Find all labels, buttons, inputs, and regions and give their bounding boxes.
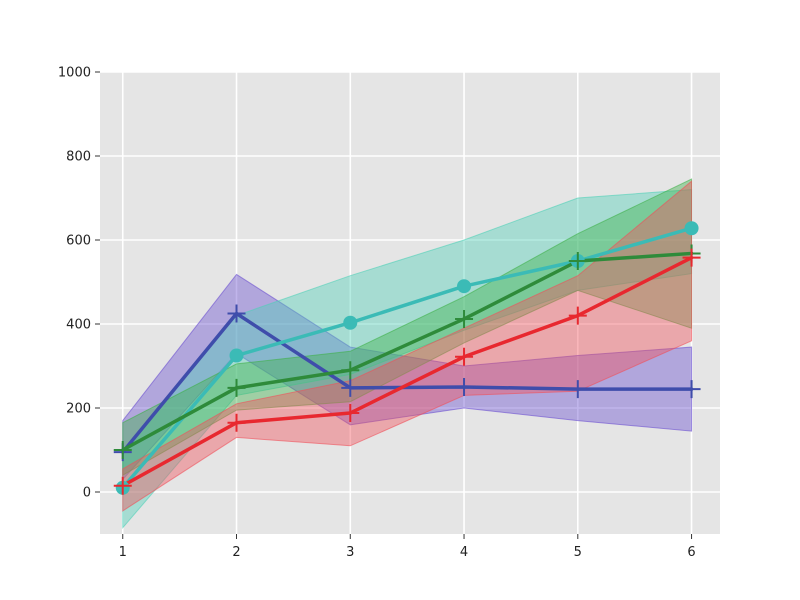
series-1-point xyxy=(227,304,246,323)
series-1-point xyxy=(341,378,360,397)
series-1-point xyxy=(682,380,701,399)
x-tick-label: 4 xyxy=(460,545,468,560)
series-3-point xyxy=(227,378,246,397)
series-4-point xyxy=(113,476,132,495)
series-2-point xyxy=(684,221,699,236)
series-1-line xyxy=(121,311,694,454)
y-tick-label: 0 xyxy=(83,486,91,501)
series-2-point xyxy=(457,279,472,294)
series-4-point xyxy=(682,248,701,267)
series-2-point xyxy=(343,315,358,330)
y-tick-label: 400 xyxy=(66,318,91,333)
series-3-point xyxy=(568,252,587,270)
series-markers xyxy=(113,221,701,495)
series-3-point xyxy=(455,309,474,328)
series-3-line xyxy=(121,251,694,452)
x-tick-label: 5 xyxy=(574,545,582,560)
grid-lines xyxy=(100,71,720,534)
x-tick-label: 6 xyxy=(687,545,695,560)
series-4-line xyxy=(121,255,694,488)
series-3-point xyxy=(341,361,360,380)
series-4-point xyxy=(341,404,360,423)
series-1-point xyxy=(568,380,587,399)
x-tick-label: 1 xyxy=(119,545,127,560)
series-1-point xyxy=(455,378,474,396)
y-tick-label: 600 xyxy=(66,234,91,249)
series-4-point xyxy=(455,347,474,366)
x-tick-label: 3 xyxy=(346,545,354,560)
series-3-point xyxy=(113,441,132,459)
y-tick-label: 1000 xyxy=(58,66,91,81)
series-2-point xyxy=(229,348,244,363)
series-4-point xyxy=(227,413,246,432)
axes: 1 2 3 4 5 6 0 200 400 600 800 1000 xyxy=(58,66,696,561)
series-2-line xyxy=(121,226,694,490)
y-tick-label: 200 xyxy=(66,402,91,417)
x-tick-label: 2 xyxy=(232,545,240,560)
series-lines xyxy=(121,226,694,490)
y-tick-label: 800 xyxy=(66,150,91,165)
series-4-point xyxy=(568,306,587,325)
